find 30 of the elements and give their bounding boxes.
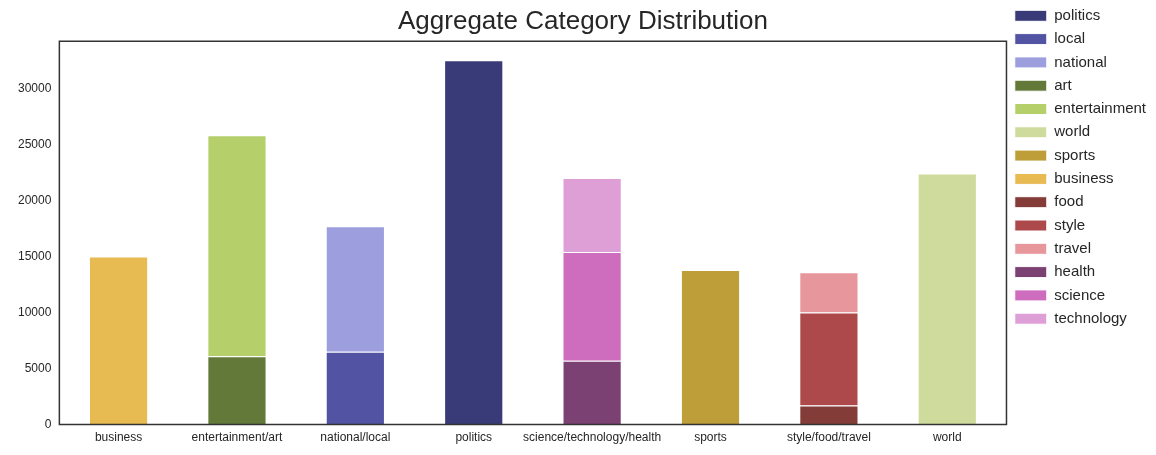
x-tick-label: science/technology/health: [523, 430, 662, 445]
x-tick-label: business: [94, 430, 143, 445]
y-tick-label: 15000: [17, 248, 52, 263]
y-tick-label: 20000: [17, 192, 52, 207]
legend-label: food: [1054, 192, 1084, 210]
y-tick-label: 10000: [17, 304, 52, 319]
legend-label: business: [1054, 169, 1114, 187]
x-tick-label: entertainment/art: [191, 430, 283, 445]
legend-label: politics: [1054, 5, 1101, 23]
legend-label: local: [1054, 29, 1086, 47]
legend-label: world: [1053, 122, 1091, 140]
x-tick-label: sports: [694, 430, 727, 445]
legend-label: entertainment: [1054, 99, 1147, 117]
x-tick-label: style/food/travel: [786, 430, 871, 445]
y-tick-label: 5000: [24, 360, 52, 375]
y-tick-label: 30000: [17, 80, 52, 95]
x-tick-label: national/local: [320, 430, 391, 445]
legend-label: sports: [1054, 145, 1096, 163]
y-tick-label: 25000: [17, 136, 52, 151]
x-tick-label: politics: [455, 430, 493, 445]
chart-title: Aggregate Category Distribution: [398, 4, 768, 35]
legend-label: travel: [1054, 238, 1091, 256]
legend-label: science: [1054, 285, 1106, 303]
legend-label: art: [1054, 75, 1073, 93]
y-tick-label: 0: [44, 416, 52, 431]
x-tick-label: world: [931, 430, 962, 445]
legend-label: national: [1054, 52, 1107, 70]
legend-label: style: [1054, 215, 1086, 233]
legend-label: health: [1054, 262, 1096, 280]
legend-label: technology: [1054, 308, 1128, 326]
